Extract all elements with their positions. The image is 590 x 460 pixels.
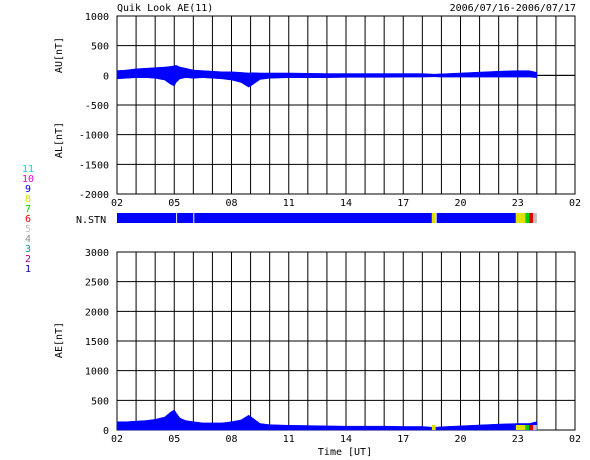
ae-y-tick-label: 1500 [85,337,109,348]
station-count-label: 5 [25,224,31,235]
ae-y-tick-label: 2000 [85,307,109,318]
ae-station-marker [533,425,537,430]
au-axis-label: AU[nT] [54,37,65,73]
station-count-label: 3 [25,244,31,255]
date-range: 2006/07/16-2006/07/17 [450,3,576,14]
ae-x-tick-label: 02 [569,434,581,445]
ae-series-area [116,409,538,431]
ae-x-tick-label: 05 [168,434,180,445]
ae-y-tick-labels: 3000 2500 2000 1500 1000 500 0 [85,248,109,437]
au-al-y-tick-label: 1000 [85,12,109,23]
station-count-label: 6 [25,214,31,225]
au-series-area [116,64,538,76]
au-al-y-tick-label: 0 [103,71,109,82]
au-al-x-tick-labels: 02 05 08 11 14 17 20 23 02 [111,198,581,209]
ae-station-marker [431,425,436,430]
ae-x-tick-label: 11 [283,434,295,445]
ae-x-tick-label: 20 [454,434,466,445]
al-axis-label: AL[nT] [54,122,65,158]
ae-x-tick-label: 08 [225,434,237,445]
al-series-area [116,75,538,88]
ae-y-tick-label: 1000 [85,367,109,378]
ae-axis-label: AE[nT] [54,322,65,358]
ae-series [116,409,538,431]
ae-station-marker [525,425,530,430]
au-al-x-tick-label: 23 [512,198,524,209]
au-al-panel: 1000 500 0 -500 -1000 -1500 -2000 02 05 08 11 14 17… [54,12,581,209]
ae-x-tick-labels: 02 05 08 11 14 17 20 23 02 [111,434,581,445]
ae-panel: 3000 2500 2000 1500 1000 500 0 02 05 08 11 14 17 20 2… [54,248,581,458]
station-count-label: 4 [25,234,31,245]
station-strip-label: N.STN [76,215,106,226]
station-count-label: 10 [22,174,34,185]
ae-grid [116,251,576,431]
au-al-frame [116,15,576,195]
au-al-x-tick-label: 05 [168,198,180,209]
station-count-label: 9 [25,184,31,195]
au-al-x-tick-label: 14 [340,198,352,209]
ae-x-tick-label: 23 [512,434,524,445]
ae-x-tick-label: 14 [340,434,352,445]
station-strip-segments [117,213,537,223]
station-strip-segment [117,213,177,223]
station-strip: N.STN [76,213,537,226]
au-al-x-tick-label: 11 [283,198,295,209]
ae-x-tick-label: 17 [397,434,409,445]
au-al-x-tick-label: 02 [111,198,123,209]
ae-y-tick-label: 2500 [85,278,109,289]
station-strip-segment [194,213,432,223]
figure-title: Quik Look AE(11) [117,3,213,14]
au-al-x-tick-label: 17 [397,198,409,209]
station-strip-segment [436,213,516,223]
station-strip-segment [529,213,534,223]
station-strip-segment [515,213,526,223]
ae-y-tick-label: 0 [103,426,109,437]
ae-x-axis-label: Time [UT] [318,447,372,458]
au-al-series [116,64,575,88]
ae-station-marker [529,425,534,430]
station-count-label: 2 [25,254,31,265]
au-al-x-tick-label: 20 [454,198,466,209]
au-al-y-tick-label: -2000 [79,190,109,201]
ae-y-tick-label: 3000 [85,248,109,259]
au-al-y-tick-label: -1000 [79,131,109,142]
station-count-label: 1 [25,264,31,275]
ae-station-marker [515,425,526,430]
au-al-y-tick-label: -500 [85,101,109,112]
station-count-label: 7 [25,204,31,215]
ae-x-tick-label: 02 [111,434,123,445]
au-al-y-tick-label: 500 [91,42,109,53]
station-count-label: 8 [25,194,31,205]
au-al-y-tick-labels: 1000 500 0 -500 -1000 -1500 -2000 [79,12,109,201]
station-count-label: 11 [22,164,34,175]
station-strip-segment [533,213,537,223]
au-al-grid [116,15,576,195]
au-al-x-tick-label: 02 [569,198,581,209]
station-strip-segment [431,213,436,223]
station-strip-segment [177,213,194,223]
ae-y-tick-label: 500 [91,396,109,407]
station-strip-segment [525,213,530,223]
au-al-y-tick-label: -1500 [79,160,109,171]
au-al-x-tick-label: 08 [225,198,237,209]
